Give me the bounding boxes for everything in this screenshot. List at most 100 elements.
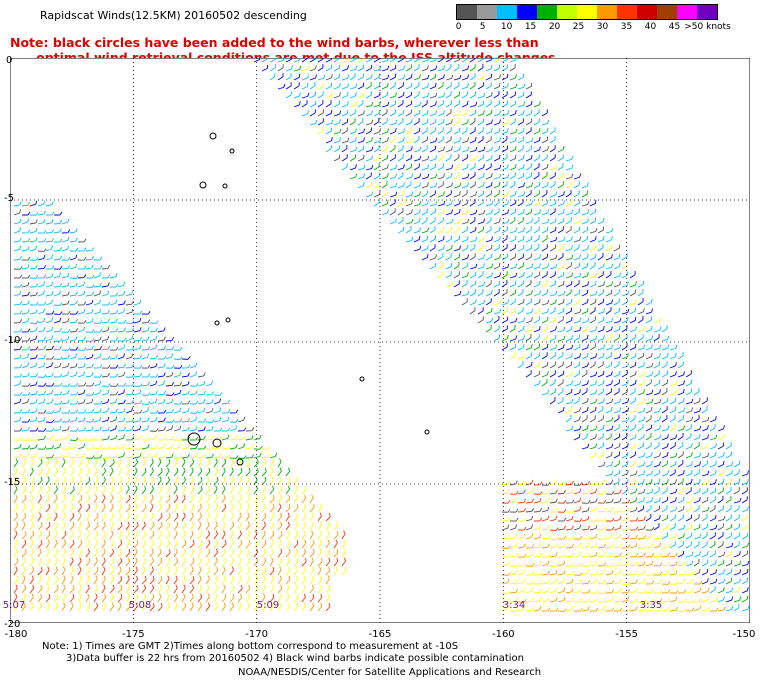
wind-barb [141, 521, 146, 531]
wind-barb [589, 525, 598, 531]
wind-barb [581, 289, 589, 297]
wind-barb [389, 109, 396, 117]
wind-barb [445, 281, 454, 288]
wind-barb [277, 485, 283, 495]
wind-barb [173, 437, 183, 441]
wind-barb [549, 299, 557, 306]
wind-barb [109, 445, 119, 450]
wind-barb [221, 467, 226, 477]
wind-barb [125, 335, 134, 342]
scale-color-7 [597, 5, 617, 19]
wind-barb [533, 290, 541, 297]
wind-barb [125, 444, 134, 450]
wind-barb [525, 290, 533, 297]
wind-barb [109, 459, 115, 468]
wind-barb [133, 310, 143, 315]
wind-barb [77, 238, 87, 243]
wind-barb [53, 311, 63, 315]
wind-barb [701, 479, 710, 486]
wind-barb [85, 503, 91, 513]
wind-barb [53, 328, 63, 333]
wind-barb [501, 325, 508, 333]
wind-barb [197, 426, 206, 432]
wind-barb [605, 307, 612, 315]
wind-barb [45, 398, 54, 405]
wind-barb [405, 137, 414, 144]
wind-barb [669, 469, 676, 477]
wind-barb [533, 280, 541, 288]
wind-barb [621, 388, 628, 396]
wind-barb [301, 494, 307, 504]
wind-barb [269, 467, 274, 477]
wind-barb [397, 164, 405, 171]
wind-barb [613, 298, 620, 306]
wind-barb [117, 512, 122, 522]
wind-barb [133, 513, 139, 522]
scale-color-12 [697, 5, 717, 19]
wind-barb [533, 498, 542, 504]
wind-barb [229, 467, 234, 477]
wind-barb [525, 208, 533, 216]
wind-barb [533, 235, 540, 243]
wind-barb [597, 289, 604, 297]
wind-barb [93, 400, 103, 405]
wind-barb [53, 345, 62, 351]
wind-barb [381, 137, 389, 144]
wind-barb [69, 382, 79, 387]
wind-barb [101, 426, 110, 432]
wind-barb [533, 316, 541, 324]
wind-barb [741, 470, 749, 477]
wind-barb [45, 382, 55, 387]
scale-label: 10 [500, 22, 513, 32]
wind-barb [133, 485, 138, 495]
wind-barb [421, 182, 429, 189]
wind-barb [77, 308, 86, 315]
wind-barb [317, 503, 323, 513]
wind-barb [29, 335, 38, 342]
wind-barb [221, 485, 226, 495]
wind-barb [61, 354, 70, 360]
wind-barb [101, 435, 110, 441]
wind-barb [541, 172, 548, 180]
wind-barb [93, 485, 98, 495]
wind-barb [141, 401, 151, 405]
wind-barb [629, 271, 636, 279]
wind-barb [133, 417, 142, 423]
wind-barb [477, 164, 485, 171]
wind-barb [37, 219, 46, 225]
wind-barb [149, 512, 155, 522]
wind-barb [165, 513, 171, 522]
wind-barb [565, 226, 572, 234]
wind-barb [437, 245, 445, 252]
wind-barb [517, 235, 525, 243]
wind-barb [309, 109, 316, 117]
wind-barb [21, 486, 27, 495]
wind-barb [717, 434, 725, 441]
wind-barb [173, 346, 183, 351]
wind-barb [117, 503, 123, 513]
wind-barb [45, 389, 54, 396]
lat-label: -10 [4, 335, 21, 346]
wind-barb [277, 64, 284, 72]
wind-barb [101, 416, 110, 423]
wind-barb [37, 522, 43, 531]
wind-barb [549, 326, 557, 333]
wind-barb [445, 262, 453, 270]
wind-barb [605, 406, 613, 414]
wind-barb [565, 425, 574, 432]
wind-barb [405, 154, 413, 162]
wind-barb [293, 485, 299, 495]
wind-barb [165, 444, 174, 450]
lat-label: 0 [6, 55, 13, 66]
wind-barb [45, 445, 55, 450]
wind-barb [469, 236, 478, 243]
wind-barb [29, 309, 38, 315]
wind-barb [429, 110, 437, 117]
wind-barb [517, 145, 524, 153]
wind-barb [421, 83, 429, 90]
wind-barb [133, 364, 143, 369]
wind-barb [53, 356, 63, 360]
wind-barb [349, 164, 357, 171]
wind-barb [405, 73, 413, 81]
wind-barb [581, 200, 590, 207]
